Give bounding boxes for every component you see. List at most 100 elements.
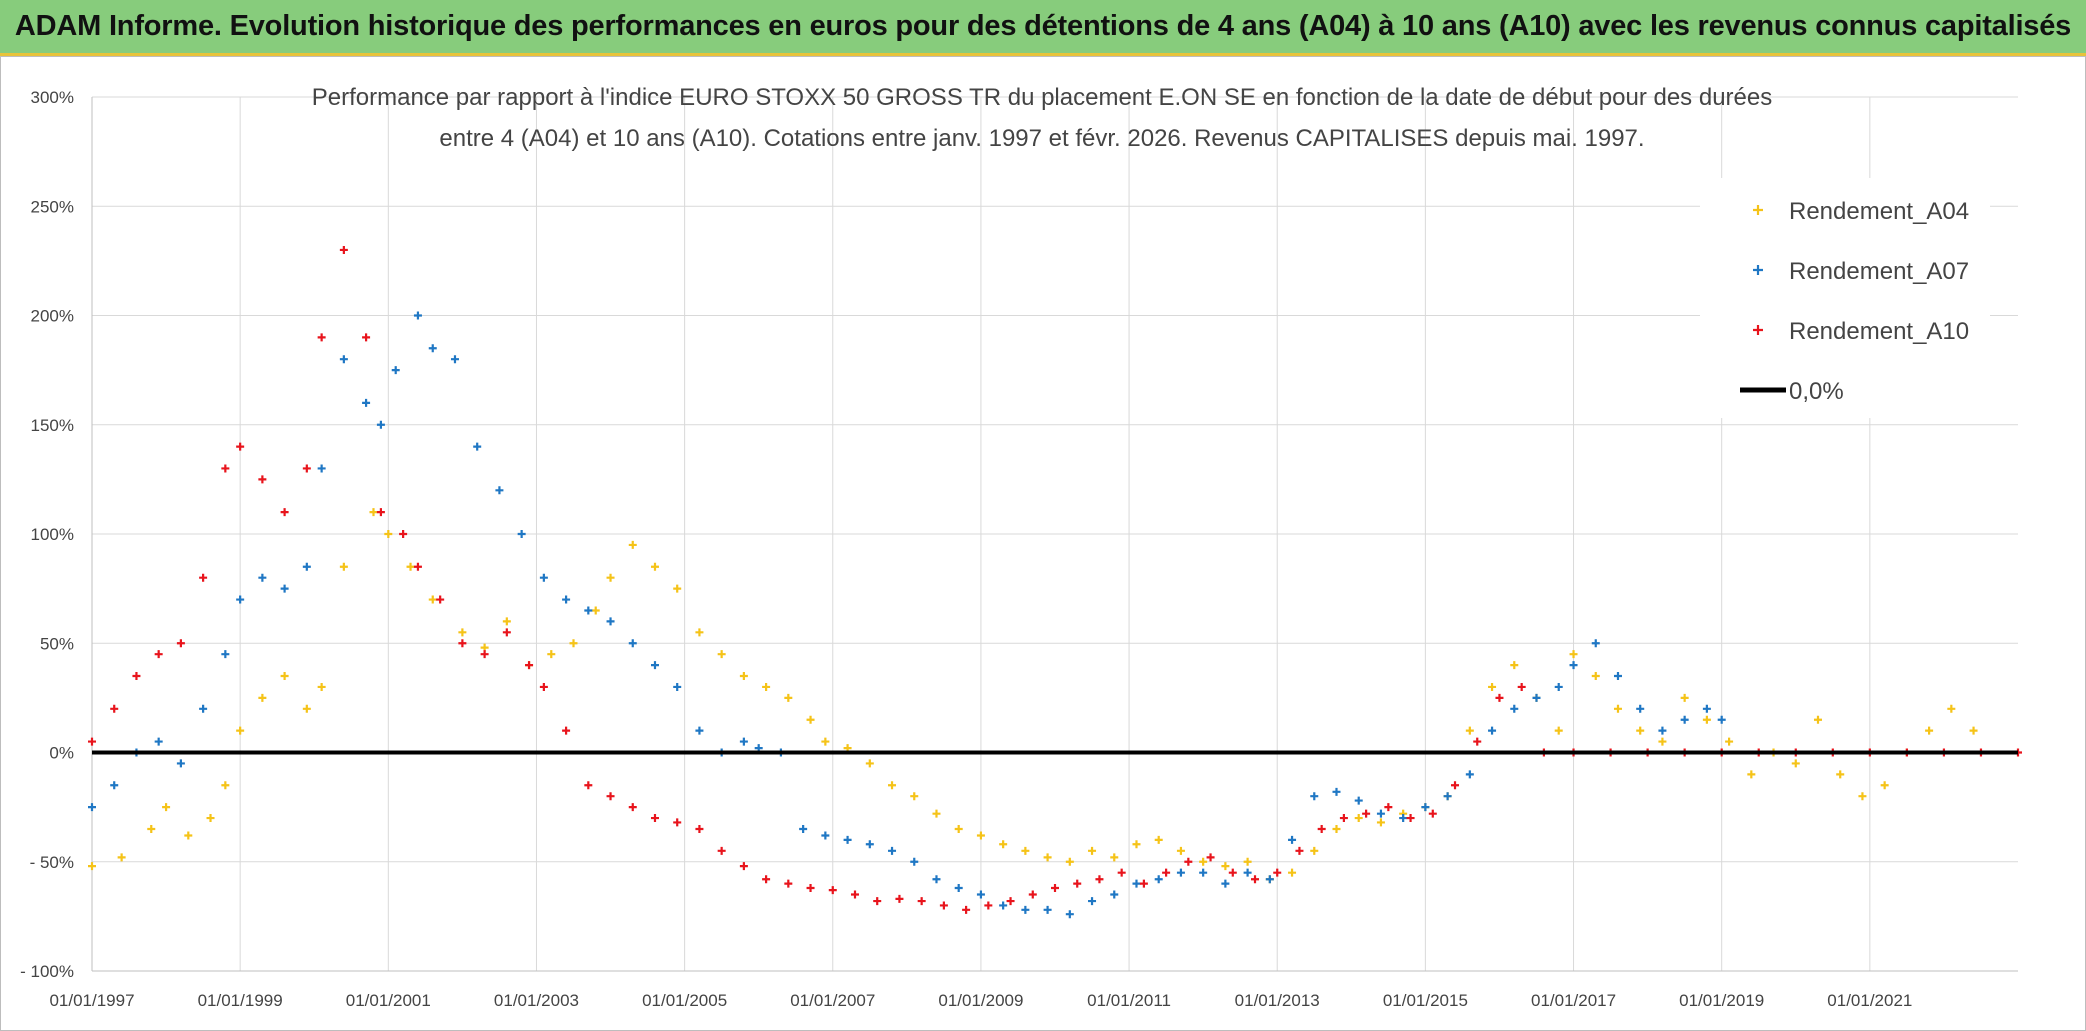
data-point	[628, 540, 637, 549]
data-point	[502, 628, 511, 637]
data-point	[932, 809, 941, 818]
y-tick-label: 100%	[31, 525, 74, 544]
data-point	[539, 682, 548, 691]
data-point	[1495, 693, 1504, 702]
data-point	[258, 693, 267, 702]
data-point	[1051, 883, 1059, 892]
legend-item: Rendement_A10	[1753, 318, 1969, 345]
data-point	[1184, 857, 1193, 866]
data-point	[1947, 704, 1956, 713]
data-point	[1065, 910, 1074, 919]
data-point	[895, 894, 904, 903]
data-point	[1354, 796, 1363, 805]
data-point	[1680, 715, 1689, 724]
data-point	[1399, 814, 1408, 823]
data-point	[539, 573, 548, 582]
data-point	[1228, 868, 1237, 877]
data-point	[739, 672, 748, 681]
data-point	[650, 661, 659, 670]
y-tick-label: 300%	[31, 88, 74, 107]
data-point	[199, 704, 208, 713]
data-point	[1569, 650, 1578, 659]
data-point	[221, 781, 230, 790]
x-tick-label: 01/01/2009	[938, 991, 1023, 1010]
data-point	[1510, 704, 1519, 713]
data-point	[258, 573, 267, 582]
data-point	[1554, 682, 1563, 691]
data-point	[850, 890, 859, 899]
data-point	[806, 883, 815, 892]
data-point	[450, 355, 459, 364]
data-point	[236, 595, 245, 604]
data-point	[1591, 639, 1600, 648]
data-point	[362, 333, 371, 342]
data-point	[1451, 781, 1460, 790]
data-point	[1376, 809, 1385, 818]
data-point	[132, 672, 141, 681]
legend-box	[1700, 178, 1990, 418]
data-point	[1725, 737, 1734, 746]
legend-item: Rendement_A04	[1753, 198, 1969, 225]
data-point	[821, 831, 830, 840]
data-point	[717, 846, 726, 855]
legend-marker	[1753, 265, 1763, 275]
data-point	[110, 704, 119, 713]
data-point	[1021, 905, 1030, 914]
y-tick-label: - 100%	[20, 962, 74, 981]
x-tick-label: 01/01/2011	[1087, 991, 1171, 1010]
data-point	[1488, 726, 1497, 735]
data-point	[428, 344, 437, 353]
data-point	[873, 897, 882, 906]
data-point	[562, 726, 571, 735]
report-header: ADAM Informe. Evolution historique des p…	[0, 0, 2086, 56]
data-point	[865, 840, 874, 849]
data-point	[784, 879, 793, 888]
data-point	[1199, 857, 1208, 866]
data-point	[1406, 814, 1415, 823]
data-point	[406, 562, 415, 571]
data-point	[258, 475, 267, 484]
data-point	[525, 661, 534, 670]
data-point	[428, 595, 437, 604]
data-point	[932, 875, 941, 884]
data-point	[1310, 846, 1319, 855]
data-point	[1154, 875, 1163, 884]
data-point	[458, 639, 467, 648]
data-point	[1339, 814, 1348, 823]
data-point	[695, 824, 704, 833]
data-point	[1265, 875, 1274, 884]
data-point	[473, 442, 482, 451]
data-point	[1791, 759, 1800, 768]
x-tick-label: 01/01/1997	[49, 991, 134, 1010]
x-tick-label: 01/01/2001	[346, 991, 431, 1010]
data-point	[1251, 875, 1260, 884]
data-point	[695, 726, 704, 735]
data-point	[888, 781, 897, 790]
data-point	[206, 814, 215, 823]
data-point	[1747, 770, 1756, 779]
data-point	[236, 442, 245, 451]
x-tick-label: 01/01/2005	[642, 991, 727, 1010]
data-point	[1243, 868, 1252, 877]
data-point	[1613, 672, 1622, 681]
data-point	[1658, 726, 1667, 735]
data-point	[384, 530, 393, 538]
data-point	[606, 617, 615, 626]
series-Rendement_A07	[88, 311, 1726, 919]
data-point	[1206, 853, 1215, 862]
legend-label: Rendement_A04	[1789, 198, 1969, 225]
data-point	[1384, 803, 1393, 812]
data-point	[1176, 868, 1185, 877]
data-point	[1925, 726, 1934, 735]
data-point	[413, 562, 422, 571]
x-tick-label: 01/01/2013	[1235, 991, 1320, 1010]
legend-marker	[1753, 325, 1763, 335]
data-point	[821, 737, 830, 746]
data-point	[591, 606, 600, 615]
data-point	[1465, 770, 1474, 779]
legend-label: Rendement_A10	[1789, 318, 1969, 345]
data-point	[762, 682, 771, 691]
data-point	[717, 650, 726, 659]
data-point	[302, 562, 311, 571]
